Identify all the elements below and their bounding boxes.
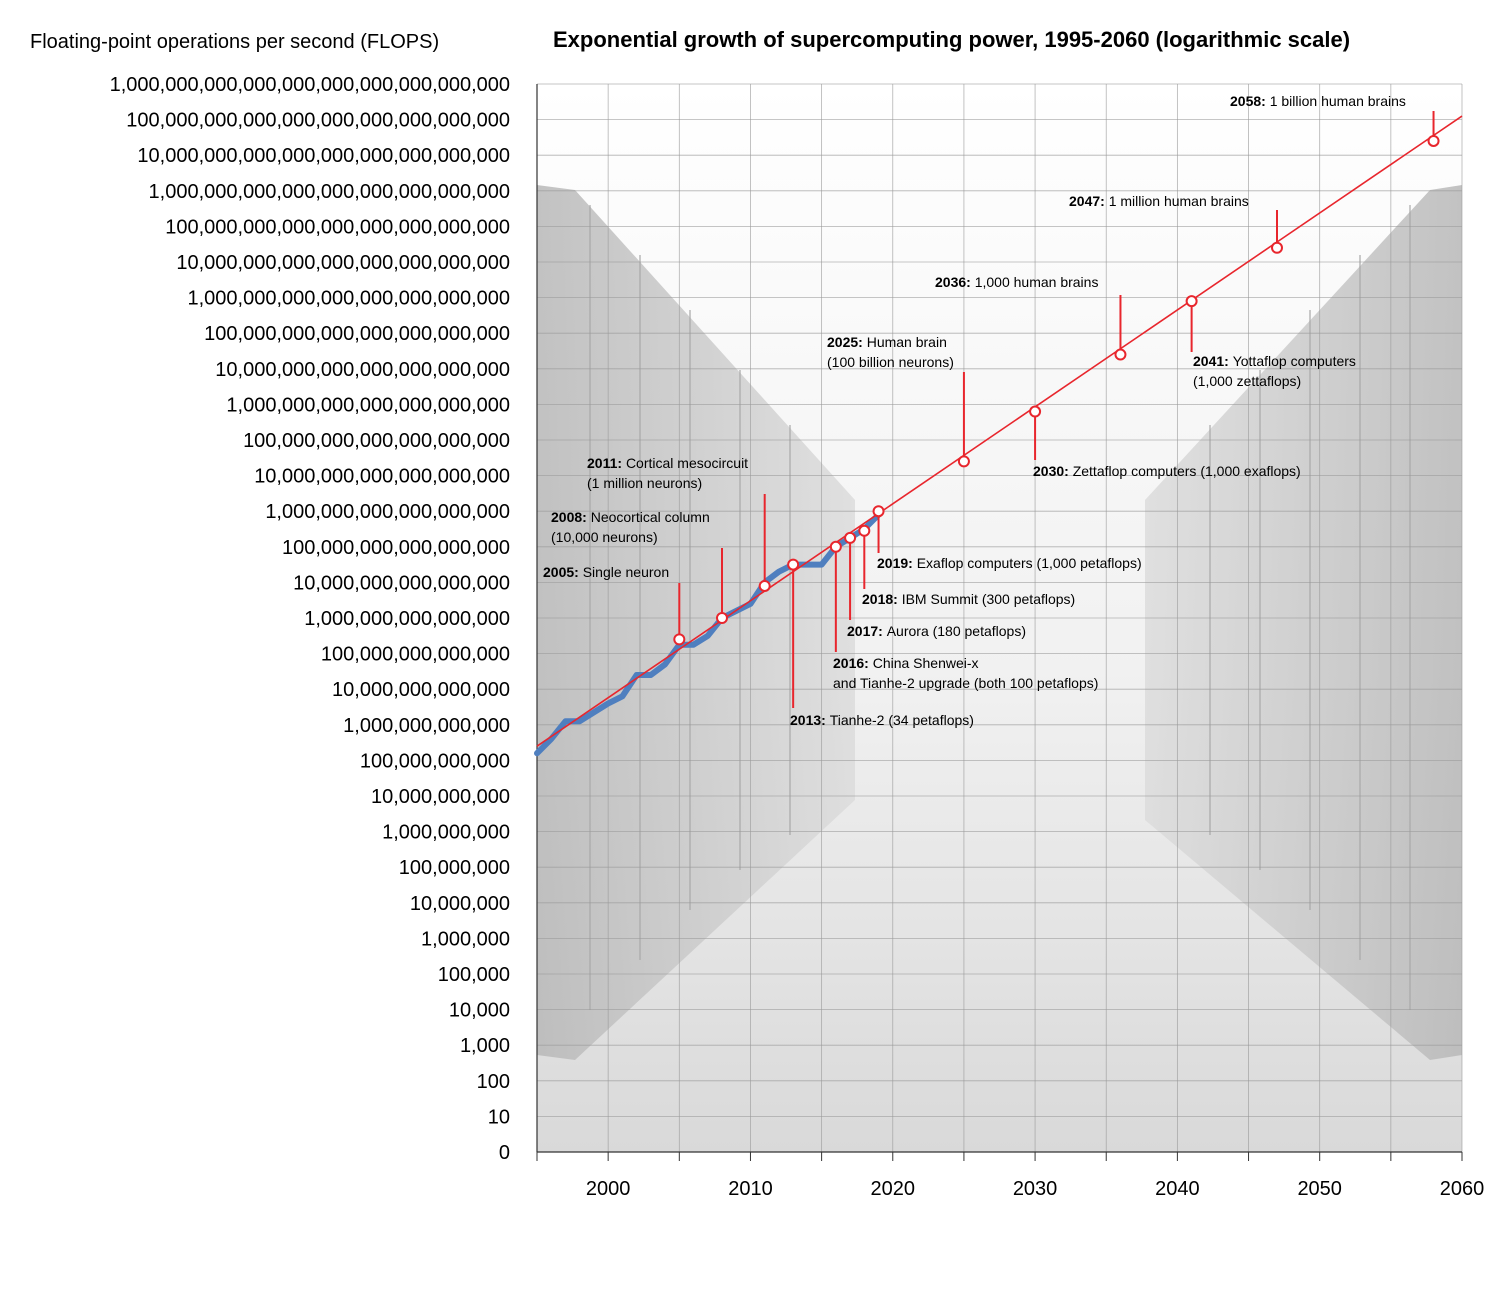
y-tick-label: 10,000 [449, 1000, 510, 1022]
milestone-annotations: 2005: Single neuron 2008: Neocortical col… [543, 93, 1440, 728]
milestone-label: 2008: Neocortical column [551, 509, 710, 525]
x-tick-label: 2040 [1155, 1178, 1200, 1200]
chart-axes [536, 84, 1463, 1161]
y-tick-label: 1,000,000,000,000,000,000 [265, 501, 510, 523]
milestone-label: (1 million neurons) [587, 475, 702, 491]
y-tick-label: 100,000,000,000,000,000 [282, 537, 510, 559]
milestone-label: (10,000 neurons) [551, 529, 658, 545]
milestone-marker [1427, 134, 1440, 147]
milestone-marker [787, 558, 800, 571]
y-tick-label: 100,000,000 [399, 857, 510, 879]
milestone-label: 2005: Single neuron [543, 564, 669, 580]
y-tick-label: 10,000,000,000,000,000,000,000 [215, 359, 510, 381]
y-tick-label: 10 [488, 1106, 510, 1128]
y-tick-label: 100,000,000,000,000,000,000,000,000 [165, 216, 510, 238]
milestone-label: 2018: IBM Summit (300 petaflops) [862, 591, 1075, 607]
milestone-marker [673, 633, 686, 646]
y-tick-label: 1,000,000,000,000 [343, 715, 510, 737]
axis-tick-labels: 0 10 100 1,000 10,000 100,000 1,000,000 10,000,… [110, 74, 1485, 1200]
milestone-label: 2036: 1,000 human brains [935, 274, 1098, 290]
milestone-marker [716, 612, 728, 624]
milestone-label: 2025: Human brain [827, 334, 947, 350]
milestone-label: 2047: 1 million human brains [1069, 193, 1249, 209]
milestone-label: 2017: Aurora (180 petaflops) [847, 623, 1026, 639]
y-tick-label: 1,000,000 [421, 928, 510, 950]
milestone-label: 2016: China Shenwei-x [833, 655, 979, 671]
milestone-marker [1114, 348, 1127, 361]
y-tick-label: 100,000,000,000,000 [321, 644, 510, 666]
milestone-label: and Tianhe-2 upgrade (both 100 petaflops… [833, 675, 1098, 691]
y-tick-label: 100 [477, 1071, 510, 1093]
milestone-label: 2030: Zettaflop computers (1,000 exaflop… [1033, 463, 1301, 479]
milestone-marker [872, 505, 885, 518]
y-tick-label: 100,000,000,000,000,000,000,000,000,000 [126, 110, 510, 132]
y-tick-label: 100,000,000,000,000,000,000,000 [204, 323, 510, 345]
historical-performance-line [534, 511, 882, 757]
x-tick-label: 2030 [1013, 1178, 1058, 1200]
x-tick-label: 2060 [1440, 1178, 1485, 1200]
y-tick-label: 1,000,000,000,000,000,000,000,000 [187, 288, 510, 310]
milestone-marker [829, 540, 842, 553]
y-tick-label: 100,000,000,000,000,000,000 [243, 430, 510, 452]
milestone-marker [844, 531, 857, 544]
milestone-marker [758, 579, 771, 592]
y-tick-label: 100,000,000,000 [360, 750, 510, 772]
y-tick-label: 0 [499, 1142, 510, 1164]
y-tick-label: 100,000 [438, 964, 510, 986]
y-tick-label: 1,000,000,000,000,000,000,000,000,000,00… [110, 74, 510, 96]
milestone-marker [957, 455, 970, 468]
y-tick-label: 10,000,000 [410, 893, 510, 915]
milestone-label: 2013: Tianhe-2 (34 petaflops) [790, 712, 974, 728]
projection-trend-line [536, 115, 1463, 747]
y-tick-label: 1,000,000,000 [382, 822, 510, 844]
y-tick-label: 1,000,000,000,000,000 [304, 608, 510, 630]
x-tick-label: 2010 [728, 1178, 773, 1200]
y-tick-label: 10,000,000,000,000,000,000,000,000,000 [137, 145, 510, 167]
milestone-label: (100 billion neurons) [827, 354, 954, 370]
chart-title: Exponential growth of supercomputing pow… [553, 27, 1350, 52]
y-tick-label: 1,000,000,000,000,000,000,000 [226, 394, 510, 416]
milestone-label: 2011: Cortical mesocircuit [587, 455, 748, 471]
y-tick-label: 10,000,000,000 [371, 786, 510, 808]
y-tick-label: 10,000,000,000,000,000 [293, 572, 510, 594]
y-tick-label: 10,000,000,000,000,000,000,000,000 [176, 252, 510, 274]
y-tick-label: 10,000,000,000,000,000,000 [254, 466, 510, 488]
x-tick-label: 2020 [871, 1178, 916, 1200]
milestone-label: (1,000 zettaflops) [1193, 373, 1301, 389]
milestone-marker [858, 524, 871, 537]
milestone-label: 2041: Yottaflop computers [1193, 353, 1356, 369]
milestone-label: 2058: 1 billion human brains [1230, 93, 1406, 109]
y-tick-label: 1,000,000,000,000,000,000,000,000,000 [149, 181, 510, 203]
x-tick-label: 2000 [586, 1178, 631, 1200]
y-tick-label: 1,000 [460, 1035, 510, 1057]
chart-series [534, 115, 1463, 757]
milestone-label: 2019: Exaflop computers (1,000 petaflops… [877, 555, 1142, 571]
milestone-marker [1185, 295, 1198, 308]
x-tick-label: 2050 [1297, 1178, 1342, 1200]
milestone-marker [1271, 241, 1283, 254]
y-axis-title: Floating-point operations per second (FL… [30, 31, 439, 53]
milestone-marker [1029, 405, 1042, 418]
y-tick-label: 10,000,000,000,000 [332, 679, 510, 701]
